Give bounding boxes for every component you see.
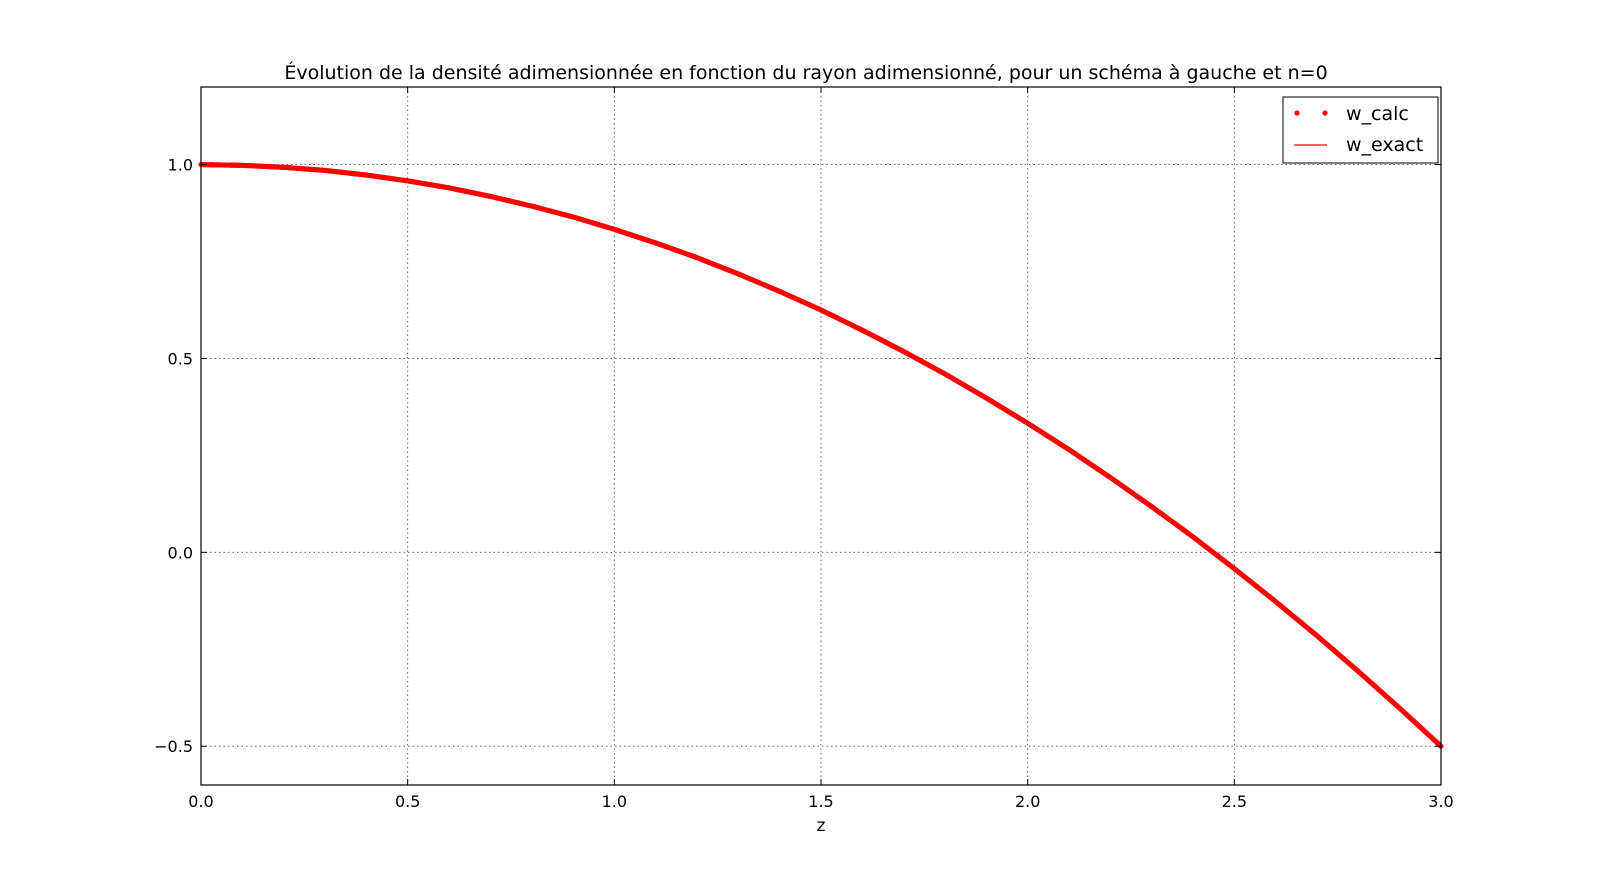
legend-label-w-calc: w_calc xyxy=(1346,103,1409,125)
y-tick-label: 0.5 xyxy=(168,349,193,368)
x-tick-label: 2.5 xyxy=(1222,792,1247,811)
legend-label-w-exact: w_exact xyxy=(1346,134,1423,156)
x-tick-label: 1.5 xyxy=(808,792,833,811)
x-tick-label: 0.5 xyxy=(395,792,420,811)
y-tick-label: 0.0 xyxy=(168,543,193,562)
legend: w_calc w_exact xyxy=(1282,96,1439,164)
x-tick-label: 1.0 xyxy=(602,792,627,811)
x-axis-ticks: 0.0 0.5 1.0 1.5 2.0 2.5 3.0 xyxy=(188,87,1454,811)
legend-marker-w-calc xyxy=(1294,110,1300,116)
x-tick-label: 0.0 xyxy=(188,792,213,811)
x-axis-label: z xyxy=(817,816,826,836)
legend-marker-w-calc xyxy=(1322,110,1328,116)
x-tick-label: 3.0 xyxy=(1428,792,1453,811)
y-tick-label: −0.5 xyxy=(154,737,193,756)
grid xyxy=(200,87,1442,785)
x-tick-label: 2.0 xyxy=(1015,792,1040,811)
legend-box xyxy=(1282,96,1439,164)
y-axis-ticks: −0.5 0.0 0.5 1.0 xyxy=(154,156,1441,756)
y-tick-label: 1.0 xyxy=(168,156,193,175)
chart-title: Évolution de la densité adimensionnée en… xyxy=(284,61,1327,84)
series-area xyxy=(198,161,1444,749)
